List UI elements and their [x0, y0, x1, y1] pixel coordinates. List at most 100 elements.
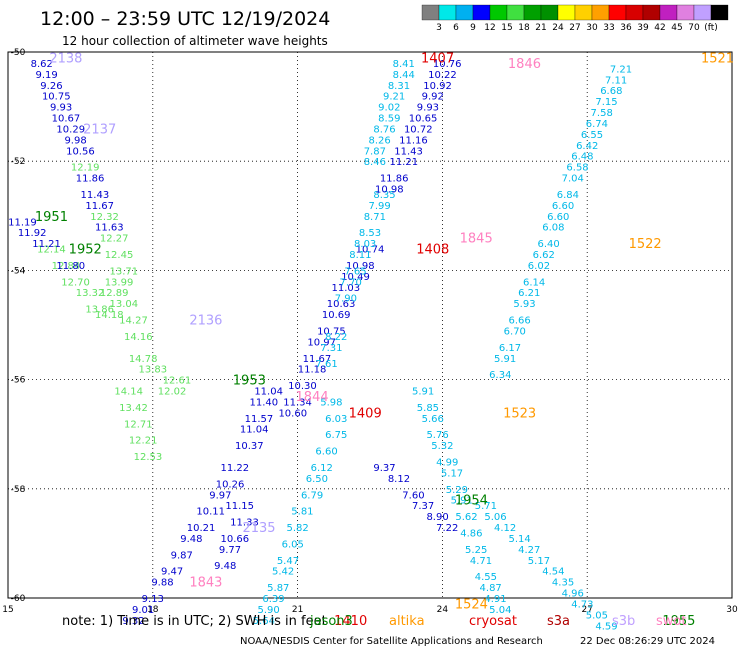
wave-height-point: 7.90	[335, 294, 357, 305]
colorbar-tick-label: 3	[436, 23, 442, 33]
colorbar-swatch	[642, 4, 661, 21]
x-tick-label: 21	[292, 605, 303, 615]
colorbar-tick-label: 12	[484, 23, 495, 33]
wave-height-point: 5.25	[465, 545, 487, 556]
pass-label: 1410	[334, 614, 367, 629]
wave-height-point: 12.27	[100, 234, 129, 245]
colorbar-swatch	[438, 4, 457, 21]
wave-height-point: 12.02	[158, 387, 187, 398]
wave-height-point: 8.03	[354, 239, 376, 250]
wave-height-point: 13.71	[110, 266, 139, 277]
chart-title: 12:00 – 23:59 UTC 12/19/2024	[40, 8, 330, 30]
wave-height-point: 10.98	[346, 261, 375, 272]
wave-height-point: 7.22	[436, 523, 458, 534]
wave-height-point: 5.14	[508, 534, 530, 545]
wave-height-point: 6.08	[542, 223, 564, 234]
wave-height-point: 6.75	[325, 430, 347, 441]
pass-label: 2136	[189, 314, 222, 329]
wave-height-point: 13.04	[110, 299, 139, 310]
wave-height-point: 10.26	[216, 479, 245, 490]
wave-height-point: 10.69	[322, 310, 351, 321]
wave-height-point: 10.97	[307, 337, 336, 348]
wave-height-point: 12.21	[129, 436, 158, 447]
x-tick-label: 18	[147, 605, 159, 615]
wave-height-point: 11.16	[399, 135, 428, 146]
colorbar-swatch	[591, 4, 610, 21]
colorbar-swatch	[710, 4, 729, 21]
wave-height-point: 14.78	[129, 354, 158, 365]
pass-label: 1522	[629, 237, 662, 252]
wave-height-point: 11.04	[240, 425, 269, 436]
wave-height-point: 10.92	[423, 81, 452, 92]
y-tick-label: -60	[11, 594, 26, 604]
colorbar-tick-label: 36	[620, 23, 632, 33]
wave-height-point: 5.91	[451, 496, 473, 507]
wave-height-point: 9.21	[383, 92, 405, 103]
chart-subtitle: 12 hour collection of altimeter wave hei…	[62, 34, 328, 48]
wave-height-point: 14.18	[95, 310, 124, 321]
wave-height-point: 10.22	[428, 70, 457, 81]
wave-height-point: 10.66	[221, 534, 250, 545]
wave-height-point: 11.57	[245, 414, 274, 425]
wave-height-point: 10.98	[375, 185, 404, 196]
wave-height-point: 8.22	[325, 332, 347, 343]
wave-height-point: 9.13	[142, 594, 164, 605]
wave-height-point: 7.04	[562, 174, 584, 185]
wave-height-point: 12.84	[52, 261, 81, 272]
wave-height-point: 6.70	[504, 326, 526, 337]
colorbar-tick-label: 45	[671, 23, 682, 33]
wave-height-point: 4.35	[552, 578, 574, 589]
wave-height-point: 5.29	[446, 485, 468, 496]
wave-height-point: 4.55	[475, 572, 497, 583]
wave-height-point: 8.46	[364, 157, 386, 168]
wave-height-point: 5.81	[291, 507, 313, 518]
wave-height-point: 6.05	[282, 539, 304, 550]
wave-height-point: 8.71	[364, 212, 386, 223]
y-tick-label: -52	[11, 157, 26, 167]
x-tick-label: 27	[581, 605, 592, 615]
wave-height-point: 7.61	[315, 359, 337, 370]
colorbar-tick-label: 33	[603, 23, 614, 33]
satellite-legend-s3a: s3a	[547, 614, 570, 629]
wave-height-point: 11.18	[298, 365, 327, 376]
wave-height-point: 6.60	[552, 201, 574, 212]
wave-height-point: 5.17	[528, 556, 550, 567]
wave-height-point: 6.60	[315, 447, 337, 458]
colorbar-swatch	[608, 4, 627, 21]
wave-height-point: 10.21	[187, 523, 216, 534]
colorbar-tick-label: (ft)	[704, 23, 718, 33]
wave-height-point: 10.60	[278, 408, 307, 419]
wave-height-point: 14.16	[124, 332, 153, 343]
wave-height-point: 5.91	[494, 354, 516, 365]
wave-height-point: 6.58	[566, 163, 588, 174]
colorbar-tick-label: 70	[688, 23, 700, 33]
wave-height-point: 6.84	[557, 190, 579, 201]
wave-height-point: 6.62	[533, 250, 555, 261]
wave-height-point: 5.87	[267, 583, 289, 594]
wave-height-point: 10.75	[317, 326, 346, 337]
wave-height-point: 11.86	[76, 174, 105, 185]
wave-height-point: 8.12	[388, 474, 410, 485]
satellite-legend: jason3 altika cryosat s3a s3b swot	[309, 614, 686, 629]
wave-height-point: 13.86	[85, 305, 114, 316]
y-axis-ticks: -50 -52 -54 -56 -58 -60	[11, 48, 26, 604]
wave-height-point: 4.96	[562, 589, 584, 600]
wave-height-point: 7.70	[340, 277, 362, 288]
wave-height-point: 4.86	[460, 528, 482, 539]
wave-height-point: 12.53	[134, 452, 163, 463]
colorbar-swatch	[489, 4, 508, 21]
wave-height-point: 13.83	[138, 365, 167, 376]
wave-height-point: 6.48	[571, 152, 593, 163]
wave-height-point: 5.17	[441, 468, 463, 479]
satellite-legend-swot: swot	[656, 614, 686, 629]
wave-height-point: 10.76	[433, 59, 462, 70]
timestamp-text: 22 Dec 08:26:29 UTC 2024	[580, 636, 715, 647]
pass-label: 1953	[233, 374, 266, 389]
wave-height-point: 10.74	[356, 245, 385, 256]
wave-height-point: 11.04	[254, 387, 283, 398]
wave-height-point: 8.41	[393, 59, 415, 70]
wave-height-point: 9.37	[373, 463, 395, 474]
wave-height-point: 12.45	[105, 250, 134, 261]
wave-height-point: 9.93	[50, 103, 72, 114]
wave-height-point: 8.62	[31, 59, 53, 70]
